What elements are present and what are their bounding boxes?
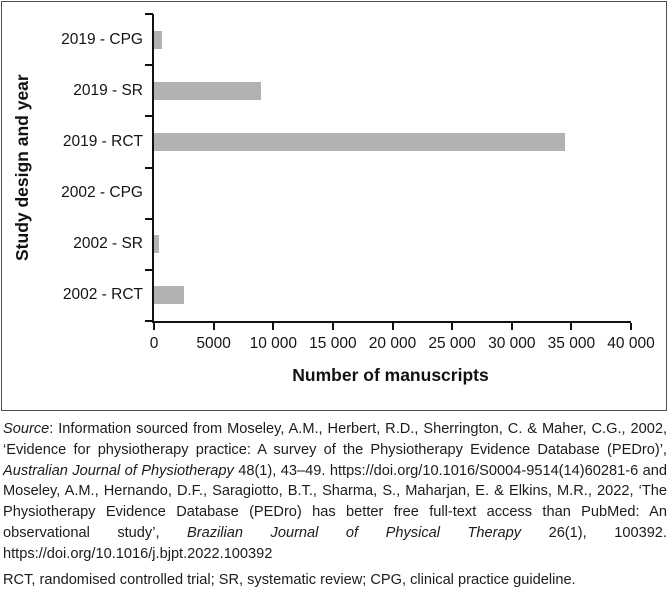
x-axis-tick [510, 323, 513, 330]
x-axis-title: Number of manuscripts [292, 365, 489, 385]
y-axis-tick [145, 13, 153, 15]
x-axis-tick-label: 10 000 [249, 335, 298, 352]
x-axis-tick [331, 323, 334, 330]
caption-segment: : Information sourced from Moseley, A.M.… [3, 421, 667, 458]
y-axis-tick [145, 268, 153, 271]
y-axis-tick [145, 64, 153, 67]
y-axis-tick [145, 166, 153, 169]
x-axis-tick-label: 15 000 [309, 335, 357, 352]
bar [154, 30, 163, 49]
plot-area: 2019 - CPG 2019 - SR 2019 - RCT 2002 - CPG 2… [61, 13, 655, 352]
x-axis-tick-label: 0 [149, 335, 159, 352]
x-axis-tick-label: 20 000 [368, 335, 417, 352]
abbreviations-note: RCT, randomised controlled trial; SR, sy… [3, 571, 576, 588]
x-axis-tick [272, 323, 275, 330]
caption-segment: 48(1), 43–49. https://doi.org/10.1016/S0… [3, 462, 667, 541]
x-axis-tick [391, 323, 394, 330]
caption-segment: Brazilian Journal of Physical Therapy [187, 524, 522, 541]
caption-segment: 26(1), 100392. https://doi.org/10.1016/j… [3, 524, 667, 562]
x-axis-tick-label: 40 000 [607, 335, 655, 352]
category-label: 2002 - CPG [61, 184, 143, 202]
category-label: 2019 - CPG [61, 30, 143, 48]
x-axis-tick [630, 323, 632, 330]
y-axis-tick [145, 320, 153, 322]
y-axis-title: Study design and year [12, 74, 32, 261]
x-axis-tick [212, 323, 215, 330]
caption-segment: Australian Journal of Physiotherapy [3, 462, 234, 479]
x-axis-tick-label: 30 000 [488, 335, 536, 352]
category-label: 2019 - SR [73, 81, 143, 99]
x-axis-tick [570, 323, 573, 330]
y-axis-tick [145, 115, 153, 118]
caption-segment: Source [3, 421, 50, 437]
category-label: 2019 - RCT [62, 132, 143, 150]
x-axis-tick-label: 35 000 [547, 335, 596, 352]
bar [154, 132, 566, 151]
x-axis-tick-label: 25 000 [428, 335, 476, 352]
figure-caption: Source: Information sourced from Moseley… [3, 419, 667, 590]
category-label: 2002 - SR [73, 235, 143, 253]
x-axis-tick [451, 323, 454, 330]
source-caption: Source: Information sourced from Moseley… [3, 419, 667, 565]
category-label: 2002 - RCT [62, 286, 143, 304]
chart-frame: Study design and year 2019 - CPG 2019 - S… [1, 1, 667, 411]
bar [154, 235, 159, 254]
y-axis-tick [145, 217, 153, 220]
x-axis-tick [153, 323, 155, 330]
bar [154, 286, 184, 305]
bar [154, 81, 262, 100]
x-axis-tick-label: 5000 [196, 335, 231, 352]
